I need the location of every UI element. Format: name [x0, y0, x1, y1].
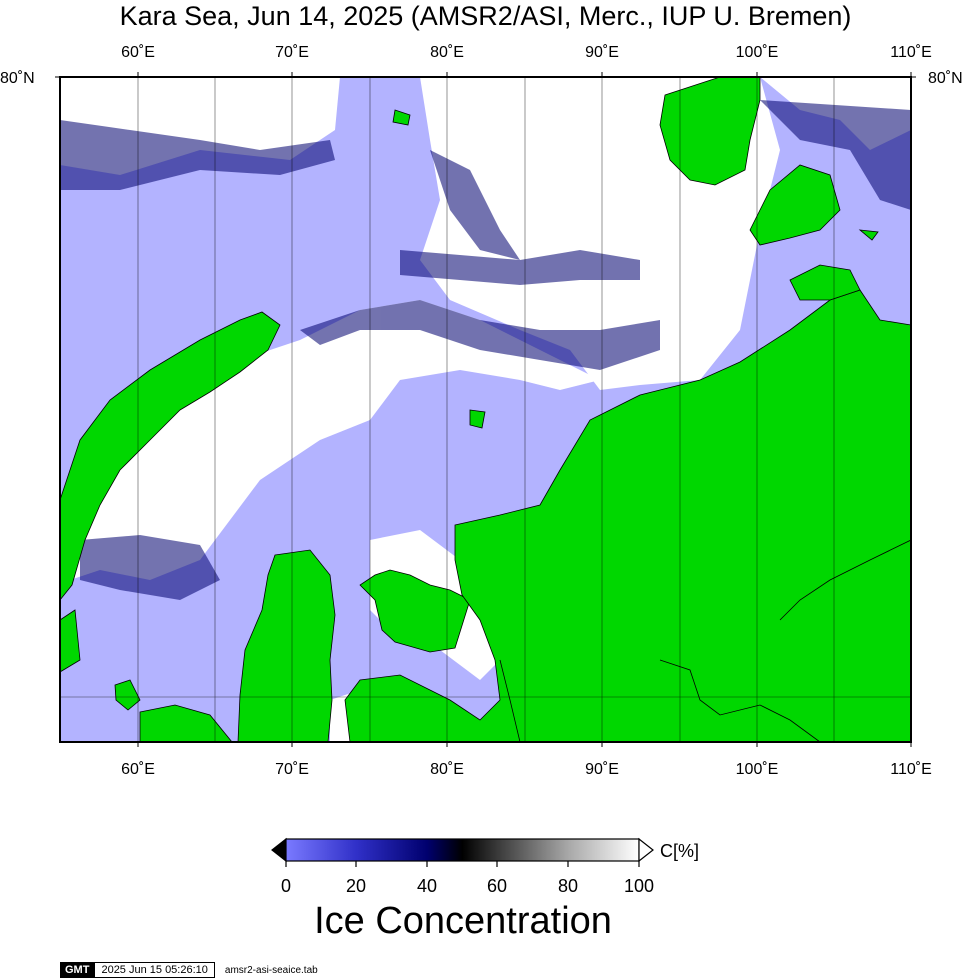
- colorbar-tick-60: 60: [486, 876, 508, 896]
- colorbar-left-triangle: [271, 837, 287, 863]
- lon-label-top-90: 90˚E: [585, 44, 619, 61]
- rivers: [499, 539, 911, 742]
- lon-label-top-100: 100˚E: [735, 44, 779, 61]
- gmt-logo: GMT: [60, 962, 95, 978]
- colorbar: [271, 837, 654, 867]
- land-masses: [60, 77, 911, 742]
- map-title: Kara Sea, Jun 14, 2025 (AMSR2/ASI, Merc.…: [119, 1, 852, 31]
- lon-label-bottom-100: 100˚E: [735, 761, 779, 778]
- graticule: [60, 77, 911, 742]
- lon-label-top-70: 70˚E: [275, 44, 309, 61]
- footer: GMT 2025 Jun 15 05:26:10 amsr2-asi-seaic…: [60, 962, 318, 978]
- lon-label-bottom-80: 80˚E: [430, 761, 464, 778]
- colorbar-tick-20: 20: [345, 876, 367, 896]
- lon-label-top-110: 110˚E: [890, 44, 932, 61]
- lon-label-bottom-90: 90˚E: [585, 761, 619, 778]
- axis-ticks: [55, 72, 916, 747]
- table-name: amsr2-asi-seaice.tab: [224, 964, 318, 976]
- marginal-ice-bands: [60, 100, 911, 600]
- colorbar-title: Ice Concentration: [314, 900, 612, 942]
- lon-label-top-60: 60˚E: [121, 44, 155, 61]
- colorbar-tick-80: 80: [557, 876, 579, 896]
- colorbar-right-triangle: [638, 837, 654, 863]
- colorbar-tick-40: 40: [416, 876, 438, 896]
- colorbar-tick-0: 0: [280, 876, 292, 896]
- lon-label-top-80: 80˚E: [430, 44, 464, 61]
- lon-label-bottom-60: 60˚E: [121, 761, 155, 778]
- timestamp: 2025 Jun 15 05:26:10: [94, 962, 215, 978]
- colorbar-gradient: [285, 838, 640, 862]
- colorbar-tick-100: 100: [623, 876, 655, 896]
- lat-label-right-80: 80˚N: [928, 70, 963, 87]
- map-frame: [59, 76, 912, 743]
- lat-label-left-80: 80˚N: [0, 70, 35, 87]
- lon-label-bottom-110: 110˚E: [890, 761, 932, 778]
- lon-label-bottom-70: 70˚E: [275, 761, 309, 778]
- colorbar-unit: C[%]: [660, 841, 700, 861]
